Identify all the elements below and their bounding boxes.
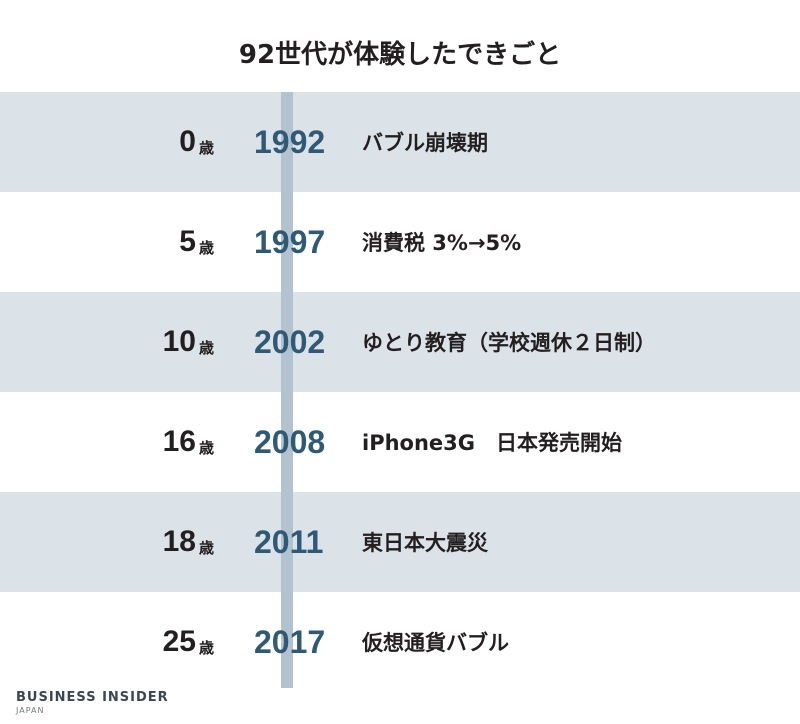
event-label: 東日本大震災 (362, 531, 488, 555)
year-label: 2008 (254, 423, 326, 460)
age-number: 10 (162, 325, 196, 358)
timeline-row: 25 歳 2017 仮想通貨バブル (0, 592, 800, 692)
event-label: iPhone3G 日本発売開始 (362, 431, 623, 455)
year-label: 1992 (254, 123, 326, 160)
event-label: 消費税 3%→5% (362, 231, 522, 255)
age-label: 16 歳 (163, 392, 214, 492)
year-label: 1997 (254, 223, 326, 260)
age-unit: 歳 (198, 138, 214, 157)
event-label: ゆとり教育（学校週休２日制） (362, 331, 656, 355)
brand-subtitle: JAPAN (16, 706, 45, 715)
age-unit: 歳 (198, 438, 214, 457)
timeline-row: 18 歳 2011 東日本大震災 (0, 492, 800, 592)
event-label: バブル崩壊期 (362, 131, 488, 155)
age-label: 0 歳 (179, 92, 214, 192)
age-number: 0 (179, 125, 196, 158)
age-unit: 歳 (198, 238, 214, 257)
year-label: 2002 (254, 323, 326, 360)
timeline-row: 0 歳 1992 バブル崩壊期 (0, 92, 800, 192)
year-label: 2017 (254, 623, 326, 660)
timeline-bar (281, 92, 293, 688)
age-label: 25 歳 (163, 592, 214, 692)
age-number: 18 (162, 525, 196, 558)
age-number: 25 (162, 625, 196, 658)
age-label: 18 歳 (163, 492, 214, 592)
age-number: 16 (162, 425, 196, 458)
age-unit: 歳 (198, 538, 214, 557)
brand-logo: BUSINESS INSIDER (16, 690, 169, 705)
page-title: 92世代が体験したできごと (238, 40, 562, 70)
event-label: 仮想通貨バブル (362, 631, 509, 655)
footer: BUSINESS INSIDER JAPAN (0, 688, 800, 724)
age-label: 5 歳 (179, 192, 214, 292)
timeline-row: 10 歳 2002 ゆとり教育（学校週休２日制） (0, 292, 800, 392)
age-label: 10 歳 (163, 292, 214, 392)
timeline-row: 16 歳 2008 iPhone3G 日本発売開始 (0, 392, 800, 492)
timeline-list: 0 歳 1992 バブル崩壊期 5 歳 1997 消費税 3%→5% 10 歳 … (0, 92, 800, 692)
age-number: 5 (179, 225, 196, 258)
timeline-row: 5 歳 1997 消費税 3%→5% (0, 192, 800, 292)
year-label: 2011 (254, 523, 324, 560)
age-unit: 歳 (198, 638, 214, 657)
age-unit: 歳 (198, 338, 214, 357)
